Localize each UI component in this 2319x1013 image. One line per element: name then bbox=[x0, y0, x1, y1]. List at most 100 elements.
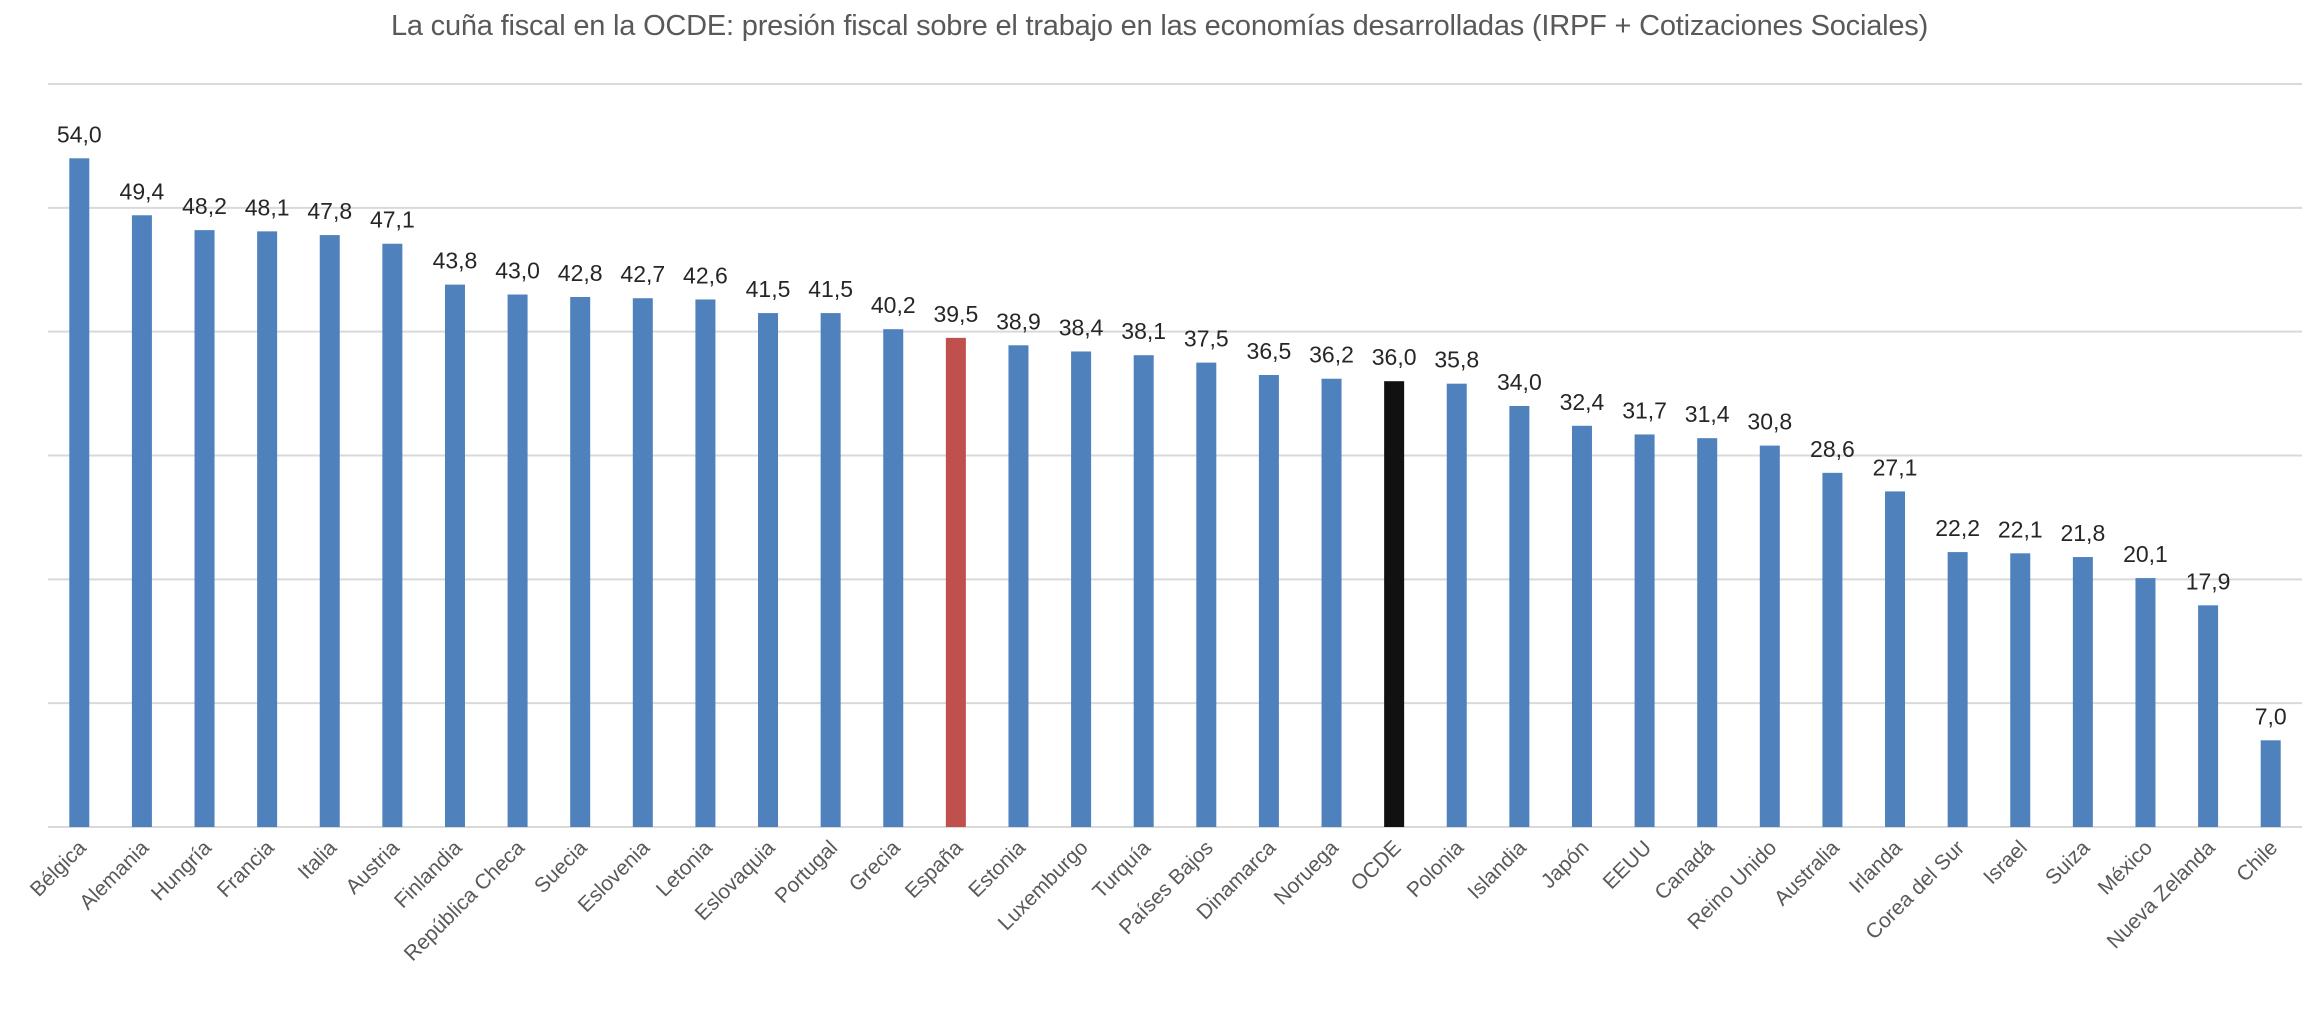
category-label: Japón bbox=[1537, 836, 1594, 893]
data-label: 47,1 bbox=[370, 207, 415, 233]
bar bbox=[1008, 345, 1029, 827]
bar bbox=[1196, 362, 1217, 827]
bar bbox=[194, 230, 215, 827]
bar bbox=[2010, 553, 2031, 827]
data-label: 17,9 bbox=[2186, 568, 2231, 594]
bar bbox=[1947, 552, 1968, 827]
category-label: Austria bbox=[341, 836, 404, 899]
bar bbox=[1384, 381, 1405, 827]
bar bbox=[1133, 355, 1154, 827]
data-label: 43,8 bbox=[433, 248, 478, 274]
category-label: EEUU bbox=[1599, 836, 1657, 894]
category-label: Noruega bbox=[1270, 836, 1343, 909]
data-label: 42,7 bbox=[620, 261, 665, 287]
category-label: Italia bbox=[294, 836, 342, 884]
data-label: 32,4 bbox=[1560, 389, 1605, 415]
bar bbox=[131, 215, 152, 828]
bar bbox=[2260, 740, 2281, 827]
bar bbox=[1321, 378, 1342, 827]
bar bbox=[1822, 472, 1843, 827]
data-label: 47,8 bbox=[307, 198, 352, 224]
bar bbox=[695, 299, 716, 828]
data-label: 35,8 bbox=[1434, 347, 1479, 373]
bar bbox=[2135, 578, 2156, 827]
category-label: Francia bbox=[213, 836, 279, 902]
category-label: España bbox=[901, 836, 968, 903]
category-label: Australia bbox=[1770, 836, 1844, 910]
category-label: Chile bbox=[2232, 836, 2282, 886]
bar bbox=[1446, 383, 1467, 827]
data-label: 38,4 bbox=[1059, 314, 1104, 340]
bar bbox=[1258, 375, 1279, 827]
category-label: Grecia bbox=[845, 836, 905, 896]
category-label: Nueva Zelanda bbox=[2103, 836, 2220, 953]
category-label: Suiza bbox=[2041, 836, 2095, 890]
data-label: 22,2 bbox=[1935, 515, 1980, 541]
data-label: 28,6 bbox=[1810, 436, 1855, 462]
data-label: 21,8 bbox=[2060, 520, 2105, 546]
category-label: México bbox=[2094, 836, 2157, 899]
category-label: Portugal bbox=[771, 836, 843, 908]
data-label: 37,5 bbox=[1184, 326, 1229, 352]
category-label: Irlanda bbox=[1845, 836, 1907, 898]
chart-title: La cuña fiscal en la OCDE: presión fisca… bbox=[390, 10, 1929, 42]
bar bbox=[319, 235, 340, 827]
bar bbox=[758, 313, 779, 827]
data-label: 48,1 bbox=[245, 194, 290, 220]
bars bbox=[69, 158, 2281, 828]
data-label: 31,4 bbox=[1685, 401, 1730, 427]
bar bbox=[570, 296, 591, 827]
bar bbox=[945, 337, 966, 827]
data-label: 36,5 bbox=[1247, 338, 1292, 364]
data-label: 36,2 bbox=[1309, 342, 1354, 368]
category-label: Islandia bbox=[1463, 836, 1531, 904]
bar bbox=[1634, 434, 1655, 827]
data-label: 39,5 bbox=[933, 301, 978, 327]
data-label: 7,0 bbox=[2255, 703, 2287, 729]
bar bbox=[257, 231, 278, 827]
bar bbox=[69, 158, 90, 828]
data-label: 31,7 bbox=[1622, 397, 1667, 423]
bar bbox=[382, 243, 403, 827]
data-label: 38,9 bbox=[996, 308, 1041, 334]
data-label: 41,5 bbox=[746, 276, 791, 302]
data-label: 40,2 bbox=[871, 292, 916, 318]
category-label: Israel bbox=[1979, 836, 2032, 889]
category-label: Hungría bbox=[147, 836, 216, 905]
data-labels: 54,0 49,4 48,2 48,1 47,8 47,1 43,8 43,0 42,8 42,7… bbox=[57, 121, 2287, 729]
category-label: Suecia bbox=[530, 836, 592, 898]
data-label: 42,8 bbox=[558, 260, 603, 286]
bar bbox=[1885, 491, 1906, 827]
data-label: 48,2 bbox=[182, 193, 227, 219]
bar bbox=[1071, 351, 1092, 827]
bar bbox=[820, 313, 841, 827]
category-label: OCDE bbox=[1346, 836, 1405, 895]
data-label: 49,4 bbox=[120, 178, 165, 204]
data-label: 36,0 bbox=[1372, 344, 1417, 370]
data-label: 27,1 bbox=[1873, 454, 1918, 480]
bar bbox=[1759, 445, 1780, 827]
data-label: 41,5 bbox=[808, 276, 853, 302]
bar bbox=[444, 284, 465, 827]
gridlines bbox=[48, 83, 2302, 828]
data-label: 22,1 bbox=[1998, 516, 2043, 542]
bar bbox=[2072, 557, 2093, 827]
category-label: Polonia bbox=[1402, 836, 1468, 902]
bar bbox=[507, 294, 528, 827]
data-label: 34,0 bbox=[1497, 369, 1542, 395]
category-label: República Checa bbox=[400, 836, 530, 966]
data-label: 20,1 bbox=[2123, 541, 2168, 567]
bar bbox=[2198, 605, 2219, 827]
category-label: Alemania bbox=[75, 836, 153, 914]
bar bbox=[1509, 405, 1530, 827]
bar bbox=[883, 329, 904, 827]
bar bbox=[632, 298, 653, 827]
data-label: 30,8 bbox=[1747, 409, 1792, 435]
bar bbox=[1697, 438, 1718, 827]
data-label: 54,0 bbox=[57, 121, 102, 147]
data-label: 43,0 bbox=[495, 258, 540, 284]
bar bbox=[1571, 425, 1592, 827]
data-label: 38,1 bbox=[1121, 318, 1166, 344]
